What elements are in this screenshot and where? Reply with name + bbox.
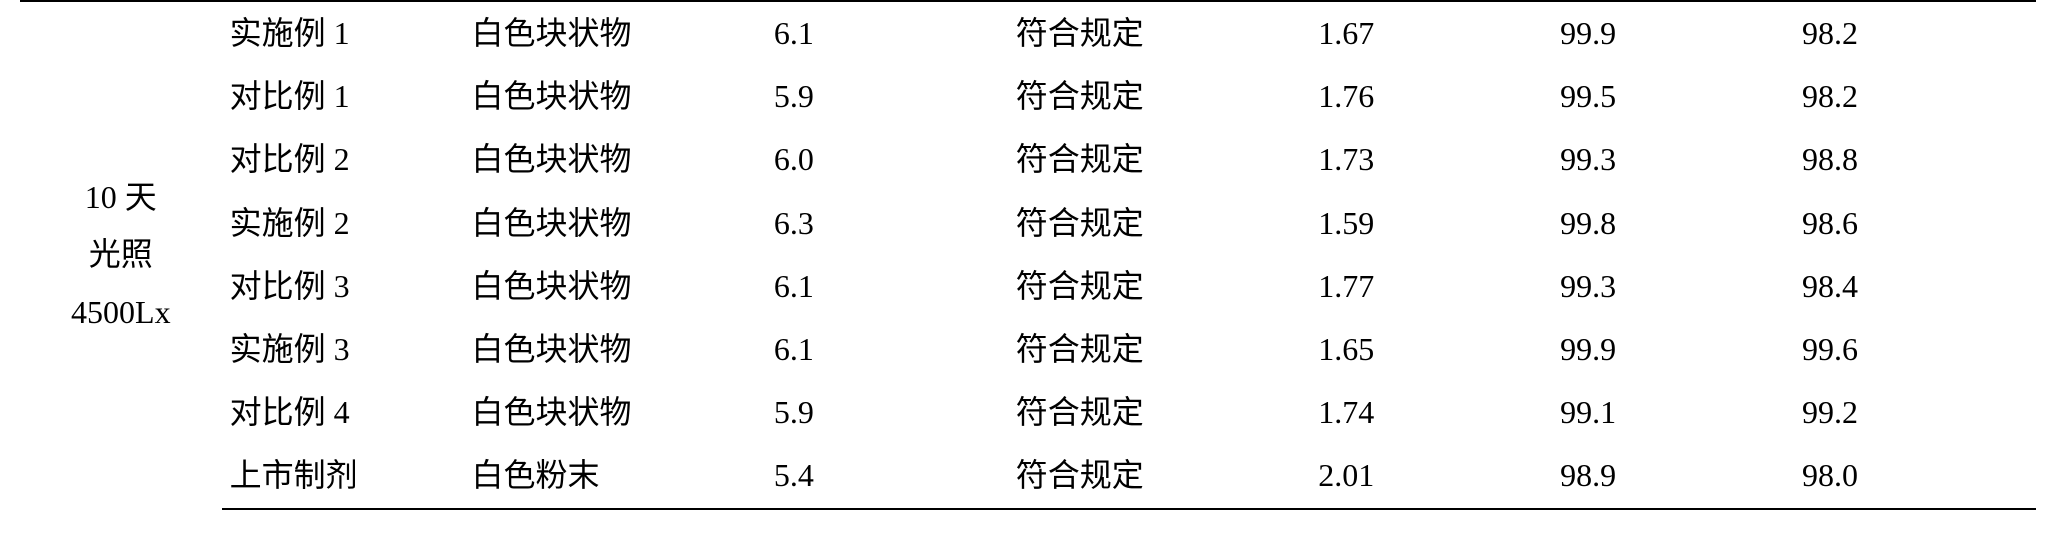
cell-v2: 符合规定 — [1008, 255, 1310, 318]
table-body: 10 天 光照 4500Lx 实施例 1 白色块状物 6.1 符合规定 1.67… — [20, 1, 2036, 509]
cell-v3: 2.01 — [1310, 444, 1552, 508]
cell-v3: 1.73 — [1310, 128, 1552, 191]
table-row: 对比例 4 白色块状物 5.9 符合规定 1.74 99.1 99.2 — [20, 381, 2036, 444]
cell-v1: 6.0 — [766, 128, 1008, 191]
cell-sample: 上市制剂 — [222, 444, 464, 508]
cell-sample: 对比例 2 — [222, 128, 464, 191]
cell-v5: 98.8 — [1794, 128, 2036, 191]
cell-appearance: 白色块状物 — [464, 1, 766, 65]
cell-v5: 99.2 — [1794, 381, 2036, 444]
cell-appearance: 白色块状物 — [464, 65, 766, 128]
cell-v4: 99.5 — [1552, 65, 1794, 128]
cell-v4: 99.9 — [1552, 1, 1794, 65]
condition-cell: 10 天 光照 4500Lx — [20, 1, 222, 509]
condition-line: 10 天 — [28, 169, 214, 227]
cell-appearance: 白色块状物 — [464, 192, 766, 255]
cell-v1: 6.1 — [766, 1, 1008, 65]
cell-v5: 99.6 — [1794, 318, 2036, 381]
cell-v1: 6.1 — [766, 255, 1008, 318]
cell-v2: 符合规定 — [1008, 128, 1310, 191]
cell-appearance: 白色块状物 — [464, 381, 766, 444]
cell-v4: 99.3 — [1552, 255, 1794, 318]
cell-v3: 1.65 — [1310, 318, 1552, 381]
cell-v3: 1.74 — [1310, 381, 1552, 444]
cell-v3: 1.76 — [1310, 65, 1552, 128]
cell-v3: 1.77 — [1310, 255, 1552, 318]
cell-appearance: 白色块状物 — [464, 255, 766, 318]
cell-v4: 99.9 — [1552, 318, 1794, 381]
table-row: 上市制剂 白色粉末 5.4 符合规定 2.01 98.9 98.0 — [20, 444, 2036, 508]
condition-line: 光照 — [28, 226, 214, 284]
cell-v3: 1.59 — [1310, 192, 1552, 255]
cell-sample: 实施例 3 — [222, 318, 464, 381]
cell-v1: 5.4 — [766, 444, 1008, 508]
cell-sample: 对比例 3 — [222, 255, 464, 318]
cell-v2: 符合规定 — [1008, 192, 1310, 255]
cell-appearance: 白色块状物 — [464, 128, 766, 191]
cell-v2: 符合规定 — [1008, 1, 1310, 65]
table-row: 对比例 3 白色块状物 6.1 符合规定 1.77 99.3 98.4 — [20, 255, 2036, 318]
table-container: 10 天 光照 4500Lx 实施例 1 白色块状物 6.1 符合规定 1.67… — [0, 0, 2056, 510]
cell-v2: 符合规定 — [1008, 381, 1310, 444]
cell-v4: 99.3 — [1552, 128, 1794, 191]
cell-v4: 99.1 — [1552, 381, 1794, 444]
cell-sample: 实施例 1 — [222, 1, 464, 65]
cell-v5: 98.0 — [1794, 444, 2036, 508]
cell-v3: 1.67 — [1310, 1, 1552, 65]
cell-sample: 对比例 1 — [222, 65, 464, 128]
cell-v4: 99.8 — [1552, 192, 1794, 255]
cell-v5: 98.2 — [1794, 1, 2036, 65]
cell-v1: 5.9 — [766, 65, 1008, 128]
condition-line: 4500Lx — [28, 284, 214, 342]
cell-v5: 98.2 — [1794, 65, 2036, 128]
cell-appearance: 白色块状物 — [464, 318, 766, 381]
cell-v1: 6.1 — [766, 318, 1008, 381]
table-row: 实施例 2 白色块状物 6.3 符合规定 1.59 99.8 98.6 — [20, 192, 2036, 255]
cell-v2: 符合规定 — [1008, 444, 1310, 508]
cell-v5: 98.4 — [1794, 255, 2036, 318]
cell-sample: 对比例 4 — [222, 381, 464, 444]
cell-v4: 98.9 — [1552, 444, 1794, 508]
table-row: 实施例 3 白色块状物 6.1 符合规定 1.65 99.9 99.6 — [20, 318, 2036, 381]
cell-sample: 实施例 2 — [222, 192, 464, 255]
table-row: 10 天 光照 4500Lx 实施例 1 白色块状物 6.1 符合规定 1.67… — [20, 1, 2036, 65]
table-row: 对比例 1 白色块状物 5.9 符合规定 1.76 99.5 98.2 — [20, 65, 2036, 128]
cell-v2: 符合规定 — [1008, 65, 1310, 128]
data-table: 10 天 光照 4500Lx 实施例 1 白色块状物 6.1 符合规定 1.67… — [20, 0, 2036, 510]
cell-appearance: 白色粉末 — [464, 444, 766, 508]
cell-v2: 符合规定 — [1008, 318, 1310, 381]
table-row: 对比例 2 白色块状物 6.0 符合规定 1.73 99.3 98.8 — [20, 128, 2036, 191]
cell-v1: 6.3 — [766, 192, 1008, 255]
cell-v5: 98.6 — [1794, 192, 2036, 255]
cell-v1: 5.9 — [766, 381, 1008, 444]
